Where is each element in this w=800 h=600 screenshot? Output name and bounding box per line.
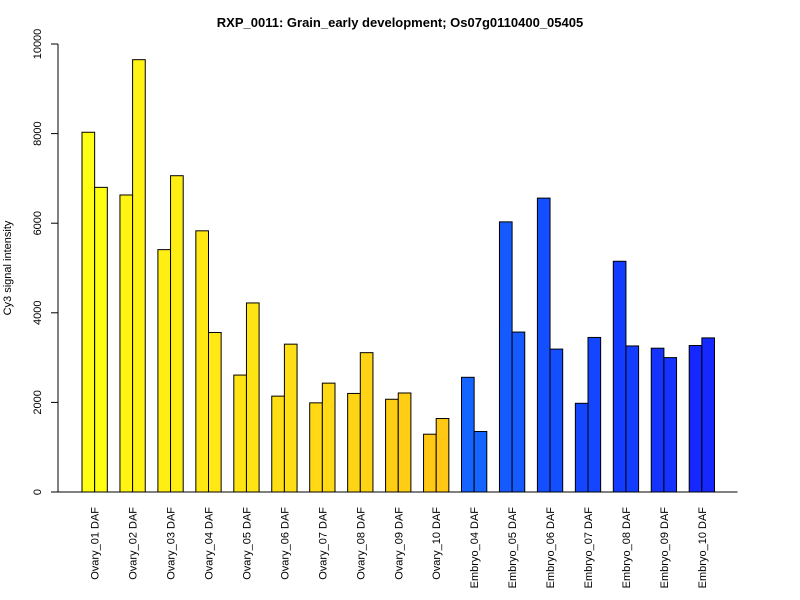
bars-group (81, 59, 715, 493)
x-tick-label: Embryo_06 DAF (545, 507, 557, 589)
x-tick-label: Ovary_05 DAF (241, 507, 253, 580)
bar (385, 398, 399, 493)
bar (233, 374, 247, 493)
bar (170, 175, 184, 493)
bar (119, 194, 134, 493)
x-tick-label: Ovary_02 DAF (128, 507, 140, 580)
bar (359, 352, 374, 493)
bar (347, 392, 361, 493)
bar (423, 433, 437, 493)
bar (195, 230, 210, 493)
x-tick-label: Ovary_08 DAF (355, 507, 367, 580)
bar (511, 331, 526, 493)
x-tick-label: Ovary_10 DAF (431, 507, 443, 580)
bar (663, 357, 678, 493)
bar (701, 337, 715, 493)
x-tick-label: Ovary_03 DAF (166, 507, 178, 580)
bar (157, 249, 172, 493)
y-tick-label: 8000 (32, 121, 44, 145)
y-axis: 0 2000 4000 6000 8000 10000 (32, 29, 59, 495)
bar (283, 343, 298, 493)
x-tick-label: Embryo_08 DAF (621, 507, 633, 589)
x-tick-label: Ovary_06 DAF (279, 507, 291, 580)
bar (574, 402, 589, 493)
bar (549, 348, 564, 493)
bar (461, 376, 475, 493)
bar (309, 402, 323, 493)
bar (625, 345, 640, 493)
chart-title: RXP_0011: Grain_early development; Os07g… (217, 15, 583, 30)
bar (435, 418, 450, 493)
bar (245, 302, 260, 493)
bar (473, 431, 488, 493)
x-tick-labels: Ovary_01 DAF Ovary_02 DAF Ovary_03 DAF Ovar… (90, 507, 709, 589)
y-tick-label: 6000 (32, 211, 44, 235)
x-tick-label: Embryo_07 DAF (583, 507, 595, 589)
x-tick-label: Ovary_07 DAF (317, 507, 329, 580)
y-axis-label: Cy3 signal intensity (2, 220, 14, 315)
bar (94, 186, 108, 493)
x-tick-label: Embryo_09 DAF (659, 507, 671, 589)
bar (688, 345, 703, 493)
y-tick-label: 0 (32, 489, 44, 495)
x-tick-label: Embryo_10 DAF (697, 507, 709, 589)
bar (208, 332, 222, 493)
x-tick-label: Embryo_05 DAF (507, 507, 519, 589)
bar (650, 347, 665, 493)
x-tick-label: Ovary_04 DAF (204, 507, 216, 580)
bar (536, 197, 551, 493)
bar (397, 392, 412, 493)
x-tick-label: Embryo_04 DAF (469, 507, 481, 589)
bar (587, 336, 602, 493)
y-tick-label: 2000 (32, 390, 44, 414)
x-tick-label: Ovary_09 DAF (393, 507, 405, 580)
bar (498, 221, 513, 493)
x-tick-label: Ovary_01 DAF (90, 507, 102, 580)
bar (81, 131, 96, 493)
bar (271, 395, 285, 493)
y-tick-label: 10000 (32, 29, 44, 60)
bar (321, 382, 336, 493)
y-tick-label: 4000 (32, 301, 44, 325)
bar (132, 59, 146, 493)
bar (612, 260, 627, 493)
